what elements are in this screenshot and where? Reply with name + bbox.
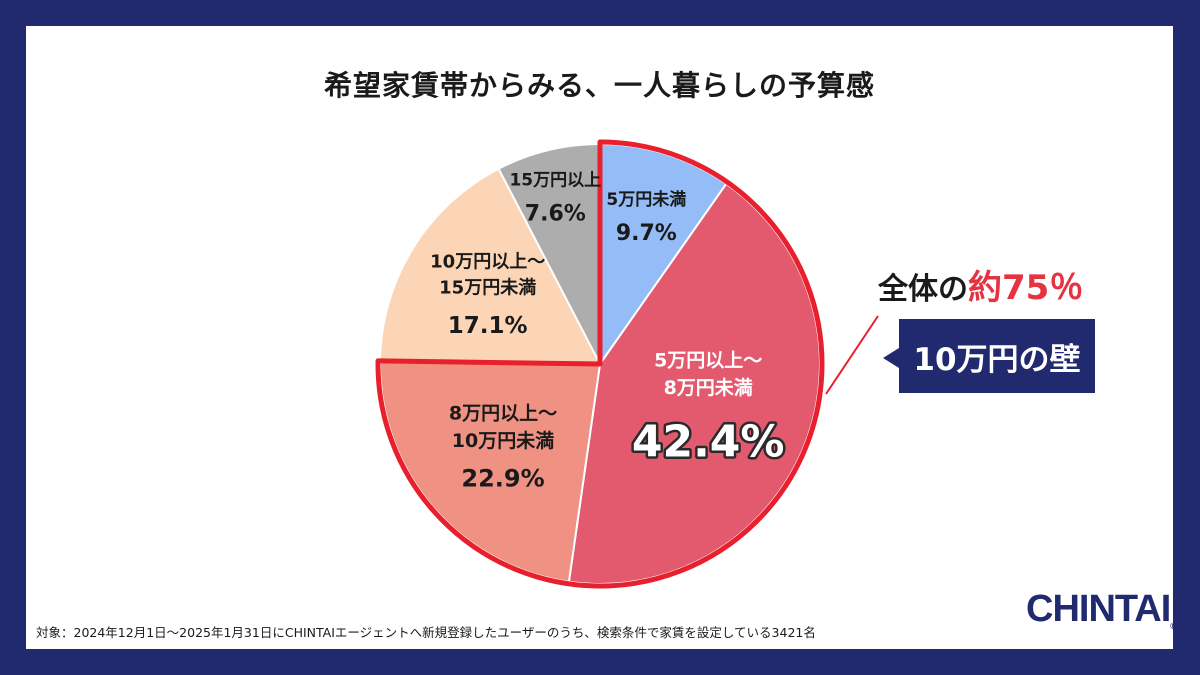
- slice-label-1-line-1: 5万円未満: [606, 189, 686, 210]
- logo-registered-mark: ®: [1170, 621, 1177, 631]
- slice-label-2-line-1: 5万円以上〜: [654, 350, 762, 372]
- slice-label-4-line-1: 10万円以上〜: [430, 252, 545, 273]
- callout-share: 全体の約75％: [878, 260, 1083, 309]
- slice-label-2-line-2: 8万円未満: [664, 376, 753, 399]
- footnote: 対象：2024年12月1日〜2025年1月31日にCHINTAIエージェントへ新…: [36, 625, 816, 640]
- chintai-logo: CHINTAI®: [1026, 588, 1177, 631]
- chart-title: 希望家賃帯からみる、一人暮らしの予算感: [323, 69, 875, 102]
- slice-label-3-line-1: 8万円以上〜: [449, 403, 557, 425]
- highlight-outline: [375, 139, 825, 589]
- slice-value-5: 7.6%: [525, 201, 586, 226]
- slice-label-3-line-2: 10万円未満: [452, 429, 554, 452]
- slice-value-1: 9.7%: [616, 221, 677, 246]
- pie-chart: 5万円未満 9.7% 5万円以上〜 8万円未満 42.4% 8万円以上〜 10万円未満 22.…: [375, 139, 879, 589]
- slice-value-2: 42.4%: [632, 417, 785, 468]
- callout-arrow-icon: [883, 348, 899, 368]
- logo-text: CHINTAI: [1026, 588, 1171, 630]
- slice-value-4: 17.1%: [448, 313, 528, 339]
- chart-panel: 希望家賃帯からみる、一人暮らしの予算感 5万円未満 9.7% 5万円以上〜 8万円未満…: [26, 26, 1177, 649]
- slice-value-3: 22.9%: [461, 465, 544, 493]
- pie-slice-4: [379, 167, 602, 366]
- callout-box: 10万円の壁: [899, 319, 1095, 393]
- slice-label-4-line-2: 15万円未満: [439, 277, 536, 299]
- callout-prefix: 全体の: [878, 272, 968, 307]
- slice-label-5-line-1: 15万円以上: [509, 170, 601, 190]
- callout-pointer-line: [825, 315, 879, 395]
- callout-accent: 約75％: [968, 268, 1084, 308]
